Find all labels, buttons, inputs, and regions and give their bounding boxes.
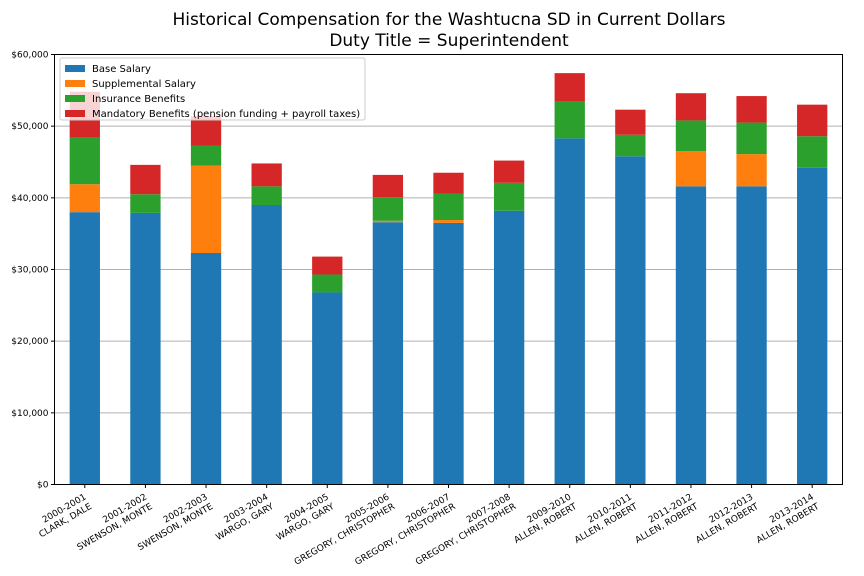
y-tick-label: $10,000 [11, 409, 48, 419]
bar-segment-base-salary-3 [251, 205, 282, 485]
bar-segment-base-salary-11 [736, 186, 767, 485]
bar-segment-insurance-benefits-9 [615, 134, 646, 157]
bar-segment-base-salary-12 [797, 167, 828, 485]
bar-segment-base-salary-10 [675, 186, 707, 485]
bar-segment-mandatory-benefits-pension-funding-payroll-taxes-5 [372, 174, 404, 198]
legend-swatch [65, 80, 85, 87]
y-tick-label: $30,000 [11, 266, 48, 276]
y-tick-label: $40,000 [11, 194, 48, 204]
bar-segment-insurance-benefits-8 [554, 101, 585, 139]
y-tick-label: $20,000 [11, 337, 48, 347]
bar-segment-base-salary-5 [372, 222, 404, 485]
bar-segment-base-salary-9 [615, 156, 646, 485]
chart-title-line-2: Duty Title = Superintendent [329, 31, 569, 51]
bar-segment-base-salary-7 [493, 210, 525, 485]
bar-segment-mandatory-benefits-pension-funding-payroll-taxes-1 [130, 164, 161, 195]
bar-segment-insurance-benefits-12 [797, 136, 828, 168]
bar-segment-base-salary-6 [433, 222, 464, 485]
bar-segment-base-salary-1 [130, 212, 161, 485]
bar-segment-base-salary-8 [554, 138, 585, 485]
legend-label: Base Salary [92, 64, 151, 75]
bar-segment-supplemental-salary-6 [433, 220, 464, 223]
bar-segment-insurance-benefits-1 [130, 194, 161, 213]
bar-segment-mandatory-benefits-pension-funding-payroll-taxes-8 [554, 73, 585, 102]
bar-segment-mandatory-benefits-pension-funding-payroll-taxes-7 [493, 160, 525, 183]
legend-label: Supplemental Salary [92, 79, 196, 90]
legend-box [59, 57, 366, 121]
bar-segment-insurance-benefits-10 [675, 120, 707, 152]
bar-segment-supplemental-salary-5 [372, 220, 404, 223]
bar-segment-insurance-benefits-6 [433, 193, 464, 221]
legend: Base Salary Supplemental Salary Insurance … [59, 57, 366, 121]
bar-segment-insurance-benefits-5 [372, 197, 404, 221]
y-tick-label: $60,000 [11, 51, 48, 61]
bar-segment-mandatory-benefits-pension-funding-payroll-taxes-2 [190, 116, 222, 146]
bar-segment-supplemental-salary-0 [69, 184, 100, 213]
bar-segment-mandatory-benefits-pension-funding-payroll-taxes-6 [433, 172, 464, 194]
chart-title-line-1: Historical Compensation for the Washtucn… [172, 10, 725, 30]
bar-segment-insurance-benefits-7 [493, 182, 525, 211]
bar-segment-insurance-benefits-0 [69, 137, 100, 185]
legend-swatch [65, 95, 85, 102]
bar-segment-supplemental-salary-10 [675, 151, 707, 187]
bar-segment-base-salary-2 [190, 253, 222, 485]
bar-segment-mandatory-benefits-pension-funding-payroll-taxes-4 [312, 256, 343, 275]
bar-segment-supplemental-salary-2 [190, 165, 222, 254]
bar-segment-mandatory-benefits-pension-funding-payroll-taxes-10 [675, 93, 707, 121]
bar-segment-insurance-benefits-2 [190, 145, 222, 166]
bar-segment-mandatory-benefits-pension-funding-payroll-taxes-12 [797, 104, 828, 137]
bar-segment-insurance-benefits-3 [251, 186, 282, 205]
bars [69, 73, 828, 485]
bar-segment-insurance-benefits-4 [312, 274, 343, 293]
y-axis: $0 $10,000 $20,000 $30,000 $40,000 $50,000 $60… [11, 51, 55, 491]
bar-segment-mandatory-benefits-pension-funding-payroll-taxes-3 [251, 163, 282, 187]
bar-segment-mandatory-benefits-pension-funding-payroll-taxes-11 [736, 96, 767, 123]
bar-segment-base-salary-4 [312, 292, 343, 485]
legend-label: Insurance Benefits [92, 94, 185, 105]
legend-swatch [65, 65, 85, 72]
bar-segment-supplemental-salary-11 [736, 154, 767, 187]
legend-swatch [65, 110, 85, 117]
y-tick-label: $50,000 [11, 122, 48, 132]
bar-segment-insurance-benefits-11 [736, 122, 767, 155]
bar-segment-mandatory-benefits-pension-funding-payroll-taxes-9 [615, 109, 646, 135]
y-tick-label: $0 [37, 481, 49, 491]
legend-label: Mandatory Benefits (pension funding + pa… [92, 109, 360, 120]
bar-segment-base-salary-0 [69, 212, 100, 485]
